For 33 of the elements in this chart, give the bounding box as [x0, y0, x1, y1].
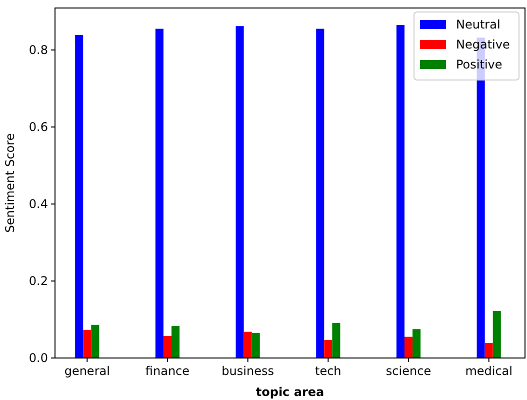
bar [171, 326, 180, 358]
bar [396, 24, 404, 358]
x-tick-label: finance [145, 364, 190, 378]
bar [83, 330, 92, 358]
bar [484, 342, 493, 358]
x-tick-label: medical [465, 364, 512, 378]
bar [163, 336, 172, 358]
x-tick-label: business [222, 364, 274, 378]
y-tick-label: 0.2 [28, 274, 48, 288]
legend-label: Positive [456, 58, 502, 72]
bar [404, 336, 413, 358]
bar [244, 332, 252, 358]
bar [492, 311, 501, 358]
bar [252, 332, 260, 358]
bar [236, 26, 244, 358]
bar [316, 28, 324, 358]
legend-label: Neutral [456, 18, 500, 32]
y-tick-label: 0.0 [28, 351, 48, 366]
y-tick-label: 0.6 [28, 120, 48, 134]
bar [324, 340, 332, 358]
bar [412, 329, 421, 358]
bar [155, 28, 164, 358]
y-tick-label: 0.8 [28, 43, 48, 58]
bar [75, 34, 84, 358]
bar [332, 322, 340, 358]
y-tick-label: 0.4 [28, 197, 48, 212]
x-tick-label: tech [315, 364, 342, 378]
bar [91, 324, 100, 358]
legend-label: Negative [456, 38, 510, 52]
x-tick-label: science [386, 364, 432, 378]
y-axis-title: Sentiment Score [3, 133, 17, 233]
x-tick-label: general [64, 364, 110, 378]
x-axis-title: topic area [256, 385, 324, 399]
